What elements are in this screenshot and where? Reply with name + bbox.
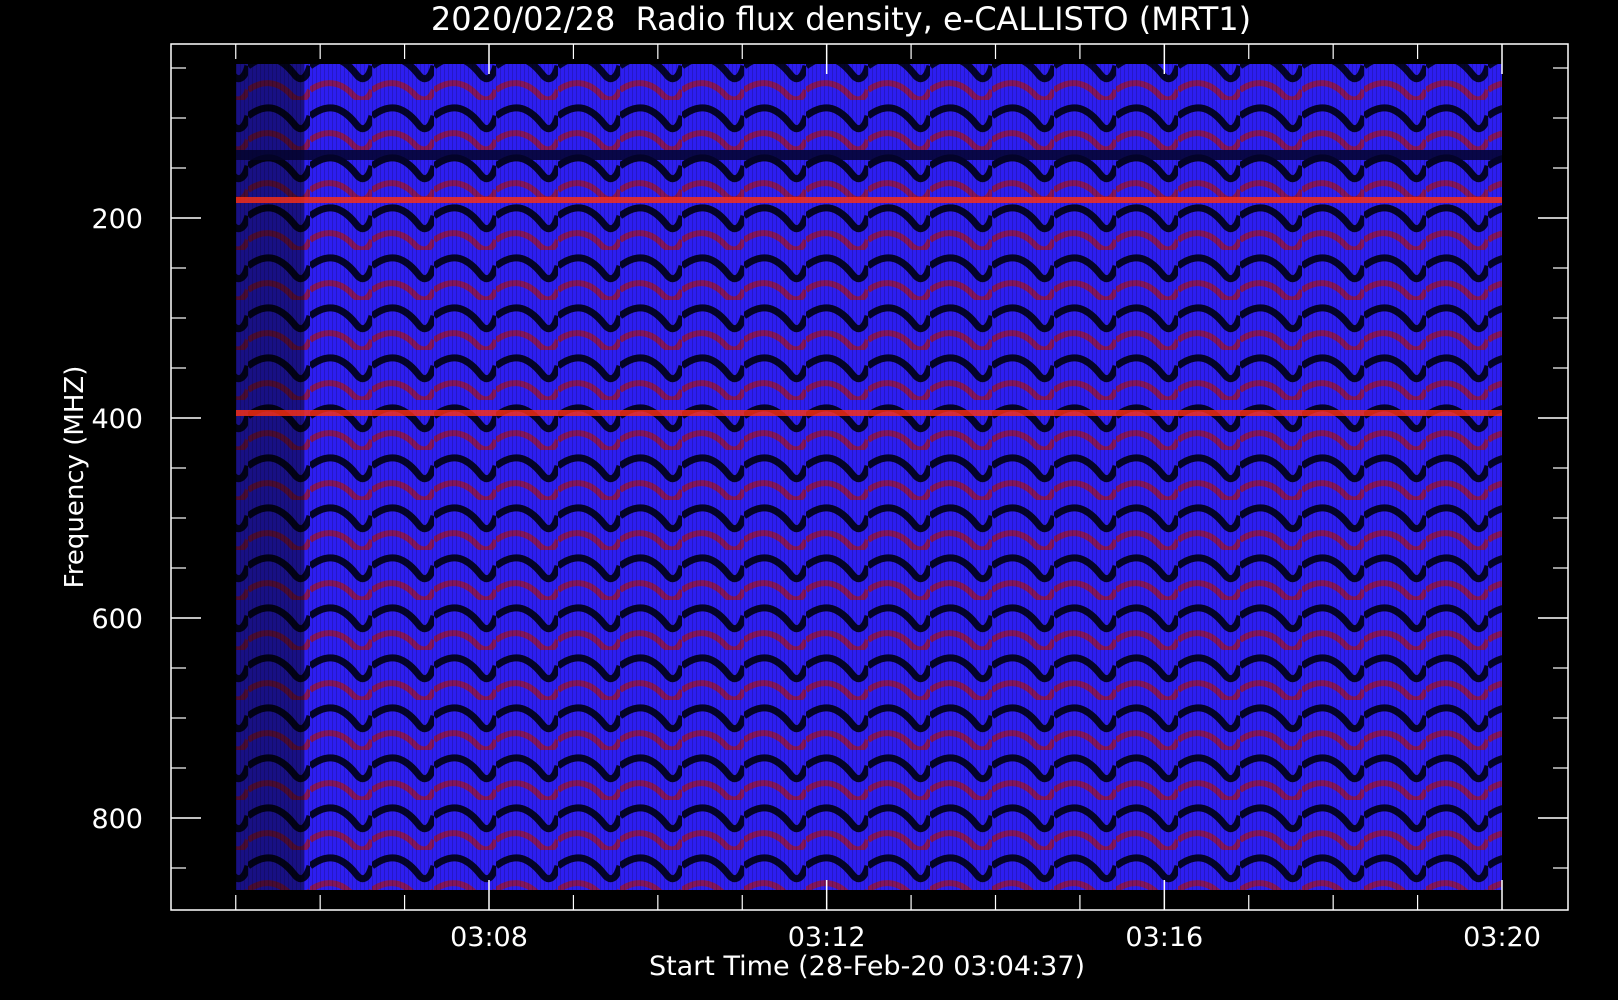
spectrogram-dark-start <box>236 64 304 890</box>
y-tick-label: 800 <box>91 804 143 835</box>
x-tick-label: 03:16 <box>1125 922 1203 953</box>
x-tick-label: 03:08 <box>450 922 528 953</box>
y-tick-label: 600 <box>91 604 143 635</box>
emission-line <box>236 410 1502 416</box>
chart-title: 2020/02/28 Radio flux density, e-CALLIST… <box>431 0 1251 38</box>
plot-area <box>236 64 1502 890</box>
x-axis-label: Start Time (28-Feb-20 03:04:37) <box>649 951 1085 982</box>
x-tick-label: 03:12 <box>788 922 866 953</box>
dark-gap-line <box>236 150 1502 160</box>
y-tick-label: 200 <box>91 204 143 235</box>
x-tick-label: 03:20 <box>1463 922 1541 953</box>
emission-line <box>236 197 1502 203</box>
spectrogram-texture <box>236 64 1502 890</box>
y-axis-label: Frequency (MHZ) <box>60 366 90 589</box>
y-tick-label: 400 <box>91 404 143 435</box>
plot-frame <box>170 43 1569 911</box>
